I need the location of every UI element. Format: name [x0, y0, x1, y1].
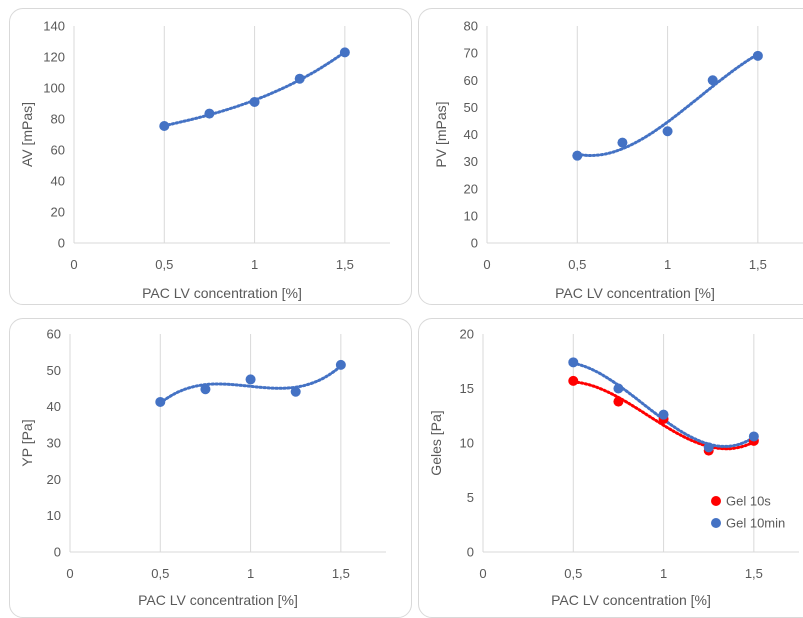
x-tick-label: 1,5 — [745, 566, 763, 581]
chart-panel-yp: 0 10 20 30 40 50 60 0 0,5 1 1,5 PAC LV concentratio… — [9, 318, 412, 618]
chart-panel-geles: 0 5 10 15 20 0 0,5 1 1,5 PAC LV concentration [%]… — [418, 318, 803, 618]
y-tick-label: 60 — [47, 327, 61, 342]
data-point — [204, 108, 215, 119]
data-point — [613, 383, 624, 394]
y-tick-label: 0 — [58, 236, 65, 251]
y-tick-label: 30 — [47, 436, 61, 451]
y-tick-label: 20 — [51, 205, 65, 220]
data-point — [159, 120, 170, 131]
x-tick-label: 1 — [247, 566, 254, 581]
x-tick-label: 0,5 — [151, 566, 169, 581]
x-tick-label: 1 — [660, 566, 667, 581]
x-tick-label: 1,5 — [336, 257, 354, 272]
x-tick-label: 0 — [66, 566, 73, 581]
legend-marker — [711, 496, 721, 506]
y-tick-label: 120 — [43, 50, 65, 65]
chart-av: 0 20 40 60 80 100 120 140 0 0,5 1 1,5 PAC LV concent… — [19, 19, 390, 301]
chart-pv: 0 10 20 30 40 50 60 70 80 0 0,5 1 1,5 PAC LV concentr… — [433, 19, 803, 301]
data-point — [662, 126, 673, 137]
y-tick-label: 0 — [467, 545, 474, 560]
data-point — [568, 357, 579, 368]
data-point — [703, 442, 714, 453]
y-axis-title: Geles [Pa] — [428, 410, 444, 475]
x-tick-label: 1,5 — [749, 257, 767, 272]
data-point — [572, 150, 583, 161]
y-tick-label: 50 — [47, 363, 61, 378]
x-axis-title: PAC LV concentration [%] — [551, 592, 711, 608]
data-point — [752, 50, 763, 61]
x-axis-title: PAC LV concentration [%] — [138, 592, 298, 608]
chart-geles: 0 5 10 15 20 0 0,5 1 1,5 PAC LV concentration [%]… — [428, 327, 799, 608]
data-point — [748, 431, 759, 442]
legend-marker — [711, 518, 721, 528]
trendline — [575, 52, 760, 157]
y-tick-label: 20 — [464, 181, 478, 196]
x-axis-title: PAC LV concentration [%] — [555, 285, 715, 301]
y-tick-label: 50 — [464, 100, 478, 115]
y-tick-label: 70 — [464, 46, 478, 61]
data-point — [658, 409, 669, 420]
x-tick-label: 1,5 — [332, 566, 350, 581]
legend-label: Gel 10s — [726, 494, 771, 509]
data-point — [339, 47, 350, 58]
y-tick-label: 20 — [47, 472, 61, 487]
x-axis-title: PAC LV concentration [%] — [142, 285, 302, 301]
data-point — [200, 384, 211, 395]
chart-panel-pv: 0 10 20 30 40 50 60 70 80 0 0,5 1 1,5 PAC LV concentr… — [418, 8, 803, 305]
y-tick-label: 100 — [43, 81, 65, 96]
y-tick-label: 30 — [464, 154, 478, 169]
data-point — [335, 359, 346, 370]
y-tick-label: 0 — [471, 236, 478, 251]
data-point — [568, 375, 579, 386]
trendline — [158, 364, 343, 405]
y-tick-label: 5 — [467, 490, 474, 505]
y-tick-label: 40 — [47, 399, 61, 414]
x-tick-label: 0 — [479, 566, 486, 581]
data-point — [155, 396, 166, 407]
x-tick-label: 0,5 — [564, 566, 582, 581]
data-point — [290, 386, 301, 397]
y-tick-label: 0 — [54, 545, 61, 560]
chart-panel-av: 0 20 40 60 80 100 120 140 0 0,5 1 1,5 PAC LV concent… — [9, 8, 412, 305]
x-tick-label: 0,5 — [155, 257, 173, 272]
y-tick-label: 10 — [460, 436, 474, 451]
y-tick-label: 80 — [464, 19, 478, 34]
y-axis-title: AV [mPas] — [19, 102, 35, 167]
data-point — [707, 75, 718, 86]
x-tick-label: 1 — [251, 257, 258, 272]
y-axis-title: PV [mPas] — [433, 101, 449, 167]
x-tick-label: 0 — [483, 257, 490, 272]
y-tick-label: 10 — [464, 208, 478, 223]
data-point — [617, 137, 628, 148]
y-tick-label: 20 — [460, 327, 474, 342]
y-tick-label: 40 — [51, 174, 65, 189]
y-tick-label: 80 — [51, 112, 65, 127]
y-tick-label: 10 — [47, 508, 61, 523]
x-tick-label: 1 — [664, 257, 671, 272]
data-point — [249, 96, 260, 107]
y-axis-title: YP [Pa] — [19, 419, 35, 466]
legend-label: Gel 10min — [726, 516, 785, 531]
data-point — [245, 374, 256, 385]
y-tick-label: 140 — [43, 19, 65, 34]
chart-yp: 0 10 20 30 40 50 60 0 0,5 1 1,5 PAC LV concentratio… — [19, 327, 386, 608]
y-tick-label: 60 — [464, 73, 478, 88]
y-tick-label: 60 — [51, 143, 65, 158]
data-point — [294, 73, 305, 84]
data-point — [613, 396, 624, 407]
x-tick-label: 0 — [70, 257, 77, 272]
y-tick-label: 15 — [460, 381, 474, 396]
x-tick-label: 0,5 — [568, 257, 586, 272]
trendline — [571, 380, 756, 451]
y-tick-label: 40 — [464, 127, 478, 142]
